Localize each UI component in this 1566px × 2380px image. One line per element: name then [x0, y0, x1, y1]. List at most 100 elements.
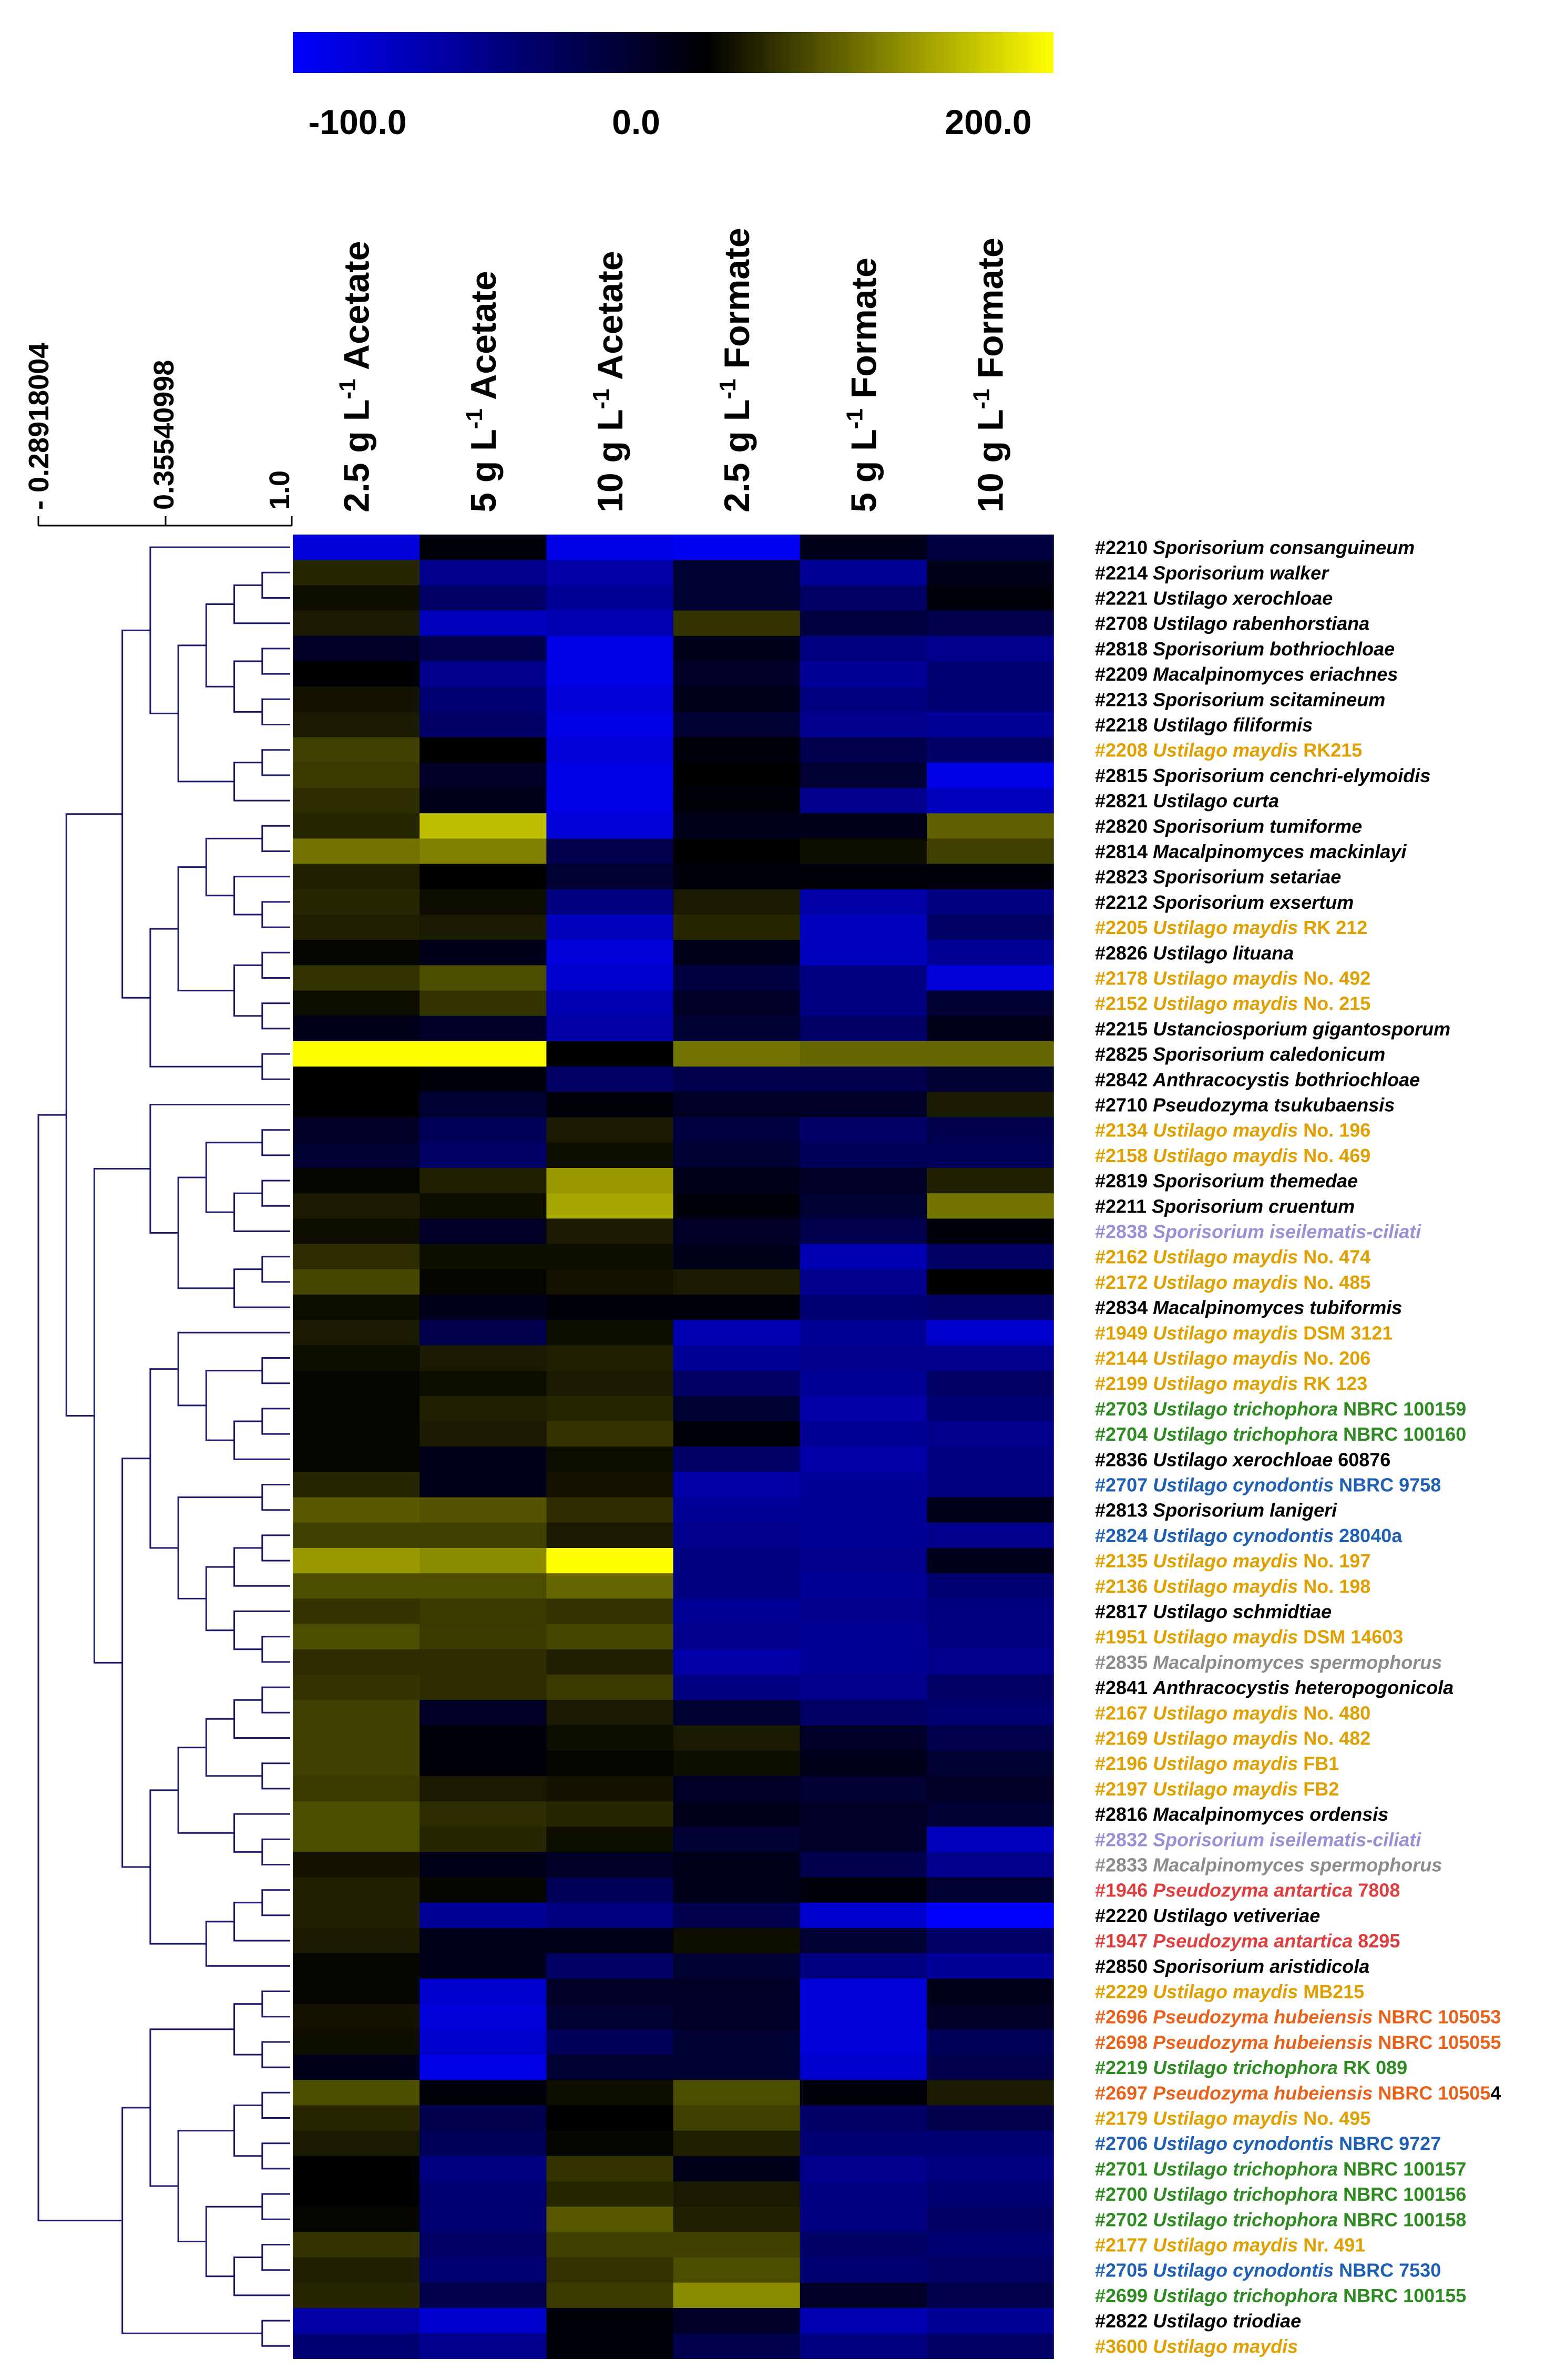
- row-label-strain: RK 089: [1338, 2057, 1407, 2078]
- row-label-species: Ustilago maydis: [1153, 2234, 1298, 2256]
- heatmap-cell: [546, 1244, 674, 1270]
- heatmap-cell: [293, 1320, 420, 1346]
- heatmap-cell: [673, 990, 801, 1017]
- dendrogram-branch: [261, 2244, 290, 2271]
- row-label-id: #1946: [1095, 1880, 1153, 1901]
- row-label: #2700 Ustilago trichophora NBRC 100156: [1095, 2183, 1466, 2205]
- heatmap-cell: [673, 2004, 801, 2030]
- heatmap-cell: [293, 864, 420, 890]
- row-label-id: #2850: [1095, 1955, 1153, 1977]
- row-label: #2212 Sporisorium exsertum: [1095, 891, 1354, 913]
- heatmap-cell: [546, 2130, 674, 2157]
- row-label-id: #2820: [1095, 815, 1153, 837]
- heatmap-cell: [293, 2156, 420, 2182]
- dendrogram-branch: [261, 1636, 290, 1663]
- row-label-id: #2705: [1095, 2260, 1153, 2281]
- heatmap-cell: [546, 661, 674, 687]
- row-label: #2822 Ustilago triodiae: [1095, 2310, 1301, 2332]
- heatmap-cell: [419, 2181, 547, 2207]
- heatmap-cell: [419, 965, 547, 991]
- heatmap-cell: [800, 2156, 927, 2182]
- heatmap-cell: [293, 737, 420, 763]
- heatmap-cell: [419, 1117, 547, 1143]
- heatmap-cell: [293, 1548, 420, 1574]
- dendrogram: [37, 546, 290, 2347]
- heatmap-cell: [927, 788, 1054, 814]
- row-label-species: Macalpinomyces spermophorus: [1153, 1854, 1442, 1876]
- heatmap-cell: [419, 1295, 547, 1320]
- heatmap-cell: [927, 737, 1054, 763]
- row-label-strain: No. 196: [1298, 1120, 1370, 1141]
- heatmap-cell: [673, 864, 801, 890]
- heatmap-cell: [293, 1066, 420, 1092]
- row-label: #2208 Ustilago maydis RK215: [1095, 740, 1362, 761]
- legend-tick-min: -100.0: [308, 102, 406, 141]
- heatmap-cell: [673, 560, 801, 586]
- row-label: #2135 Ustilago maydis No. 197: [1095, 1550, 1370, 1572]
- row-label-species: Sporisorium themedae: [1153, 1170, 1358, 1192]
- heatmap-cell: [673, 1092, 801, 1118]
- heatmap-cell: [673, 2257, 801, 2283]
- row-label-species: Ustilago maydis: [1153, 2335, 1298, 2357]
- row-label: #2177 Ustilago maydis Nr. 491: [1095, 2234, 1365, 2256]
- heatmap-cell: [419, 1827, 547, 1852]
- row-label-species: Ustilago maydis: [1153, 1550, 1298, 1572]
- dendrogram-branch: [233, 2003, 262, 2056]
- heatmap-cell: [546, 610, 674, 637]
- heatmap-cell: [293, 712, 420, 738]
- row-label: #2706 Ustilago cynodontis NBRC 9727: [1095, 2133, 1441, 2155]
- heatmap-cell: [293, 1218, 420, 1245]
- row-label: #2205 Ustilago maydis RK 212: [1095, 917, 1367, 938]
- heatmap-cell: [546, 2282, 674, 2309]
- heatmap-cell: [673, 2333, 801, 2359]
- heatmap-cell: [293, 1953, 420, 1979]
- row-label: #2209 Macalpinomyces eriachnes: [1095, 663, 1398, 685]
- row-label: #2199 Ustilago maydis RK 123: [1095, 1373, 1367, 1394]
- heatmap-cell: [927, 661, 1054, 687]
- heatmap-cell: [927, 610, 1054, 637]
- row-label-species: Ustilago maydis: [1153, 1348, 1298, 1369]
- heatmap-cell: [419, 2029, 547, 2055]
- heatmap-cell: [546, 889, 674, 915]
- heatmap-cell: [927, 1066, 1054, 1092]
- heatmap-cell: [546, 2055, 674, 2080]
- dendrogram-branch: [233, 660, 262, 713]
- dendrogram-branch: [261, 825, 290, 852]
- heatmap-cell: [546, 737, 674, 763]
- heatmap-cell: [546, 1218, 674, 1245]
- row-label-species: Anthracocystis bothriochloae: [1152, 1069, 1420, 1090]
- heatmap-cell: [673, 1396, 801, 1422]
- dendrogram-branch: [233, 2104, 262, 2157]
- heatmap-cell: [673, 2029, 801, 2055]
- heatmap-cell: [800, 1193, 927, 1219]
- heatmap-cell: [419, 1624, 547, 1650]
- heatmap-cell: [293, 585, 420, 611]
- distance-tick-2: 0.35540998: [148, 360, 180, 510]
- heatmap-cell: [800, 1928, 927, 1954]
- heatmap-cell: [546, 813, 674, 839]
- row-label: #2705 Ustilago cynodontis NBRC 7530: [1095, 2260, 1441, 2281]
- heatmap-cell: [293, 535, 420, 560]
- row-label: #2704 Ustilago trichophora NBRC 100160: [1095, 1423, 1466, 1445]
- dendrogram-branch: [121, 2107, 262, 2334]
- heatmap-cell: [419, 610, 547, 637]
- heatmap-cell: [927, 2029, 1054, 2055]
- heatmap-cell: [546, 1320, 674, 1346]
- heatmap-cell: [546, 2004, 674, 2030]
- dendrogram-branch: [205, 1921, 290, 1967]
- dendrogram-branch: [261, 2091, 290, 2119]
- heatmap-cell: [673, 1801, 801, 1827]
- heatmap-cell: [800, 1700, 927, 1726]
- heatmap-cell: [546, 1269, 674, 1295]
- heatmap-cell: [673, 1827, 801, 1852]
- heatmap-cell: [800, 661, 927, 687]
- row-label-strain: MB215: [1298, 1981, 1364, 2003]
- heatmap-cell: [927, 1877, 1054, 1903]
- row-label-strain: DSM 14603: [1298, 1626, 1403, 1648]
- heatmap-cell: [927, 1776, 1054, 1802]
- heatmap-cell: [293, 2308, 420, 2334]
- row-label: #2162 Ustilago maydis No. 474: [1095, 1246, 1370, 1268]
- heatmap-cell: [546, 838, 674, 865]
- heatmap-cell: [927, 864, 1054, 890]
- heatmap-cell: [673, 838, 801, 865]
